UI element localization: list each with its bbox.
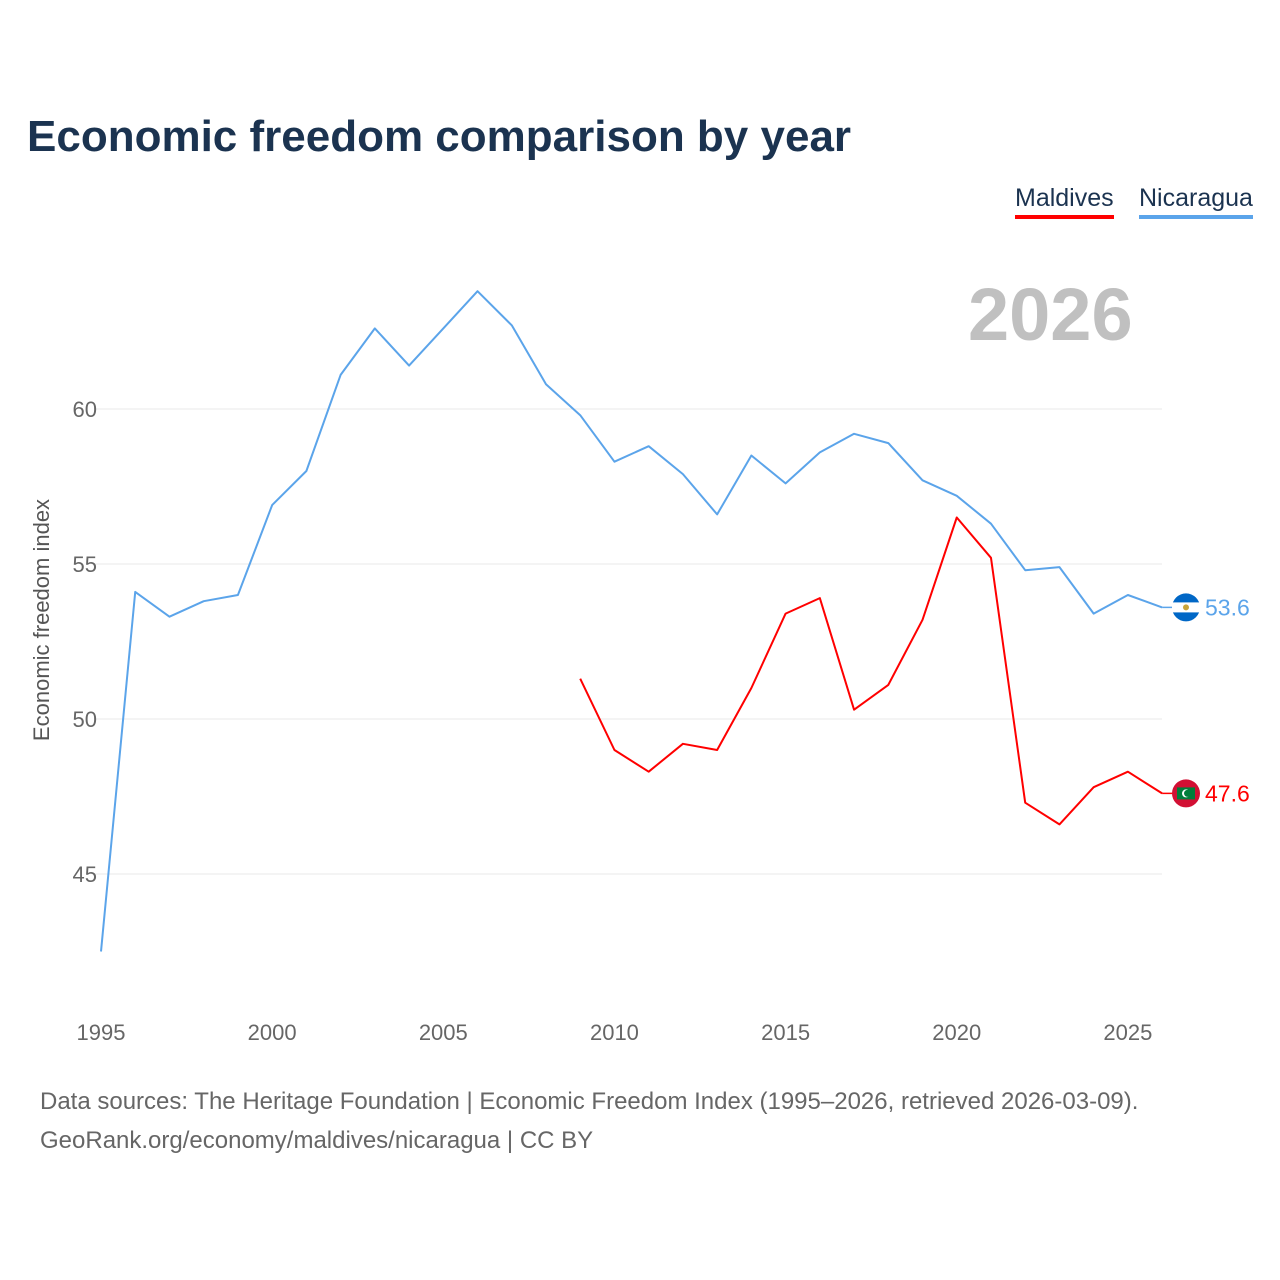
x-tick-label: 2005 — [419, 1020, 468, 1045]
legend-maldives[interactable]: Maldives — [1015, 184, 1114, 219]
end-value-label: 47.6 — [1205, 780, 1250, 806]
footer-sources: Data sources: The Heritage Foundation | … — [40, 1088, 1139, 1115]
nicaragua-flag-icon — [1172, 593, 1200, 622]
x-tick-label: 2000 — [248, 1020, 297, 1045]
y-tick-label: 60 — [73, 397, 97, 422]
x-tick-label: 2025 — [1103, 1020, 1152, 1045]
x-tick-label: 1995 — [77, 1020, 126, 1045]
maldives-flag-icon — [1172, 779, 1200, 808]
flag-crescent-cut — [1184, 789, 1191, 797]
y-tick-label: 55 — [73, 552, 97, 577]
footer-url[interactable]: GeoRank.org/economy/maldives/nicaragua |… — [40, 1127, 594, 1154]
y-tick-label: 45 — [73, 862, 97, 887]
x-tick-label: 2010 — [590, 1020, 639, 1045]
series-line-maldives — [579, 516, 1163, 826]
flag-emblem — [1183, 604, 1189, 611]
y-tick-label: 50 — [73, 707, 97, 732]
current-year-label: 2026 — [968, 273, 1133, 356]
x-tick-label: 2020 — [932, 1020, 981, 1045]
x-tick-label: 2015 — [761, 1020, 810, 1045]
legend-nicaragua[interactable]: Nicaragua — [1139, 184, 1253, 219]
series-line-nicaragua — [100, 290, 1163, 952]
chart-title: Economic freedom comparison by year — [27, 112, 852, 161]
end-value-label: 53.6 — [1205, 594, 1250, 620]
